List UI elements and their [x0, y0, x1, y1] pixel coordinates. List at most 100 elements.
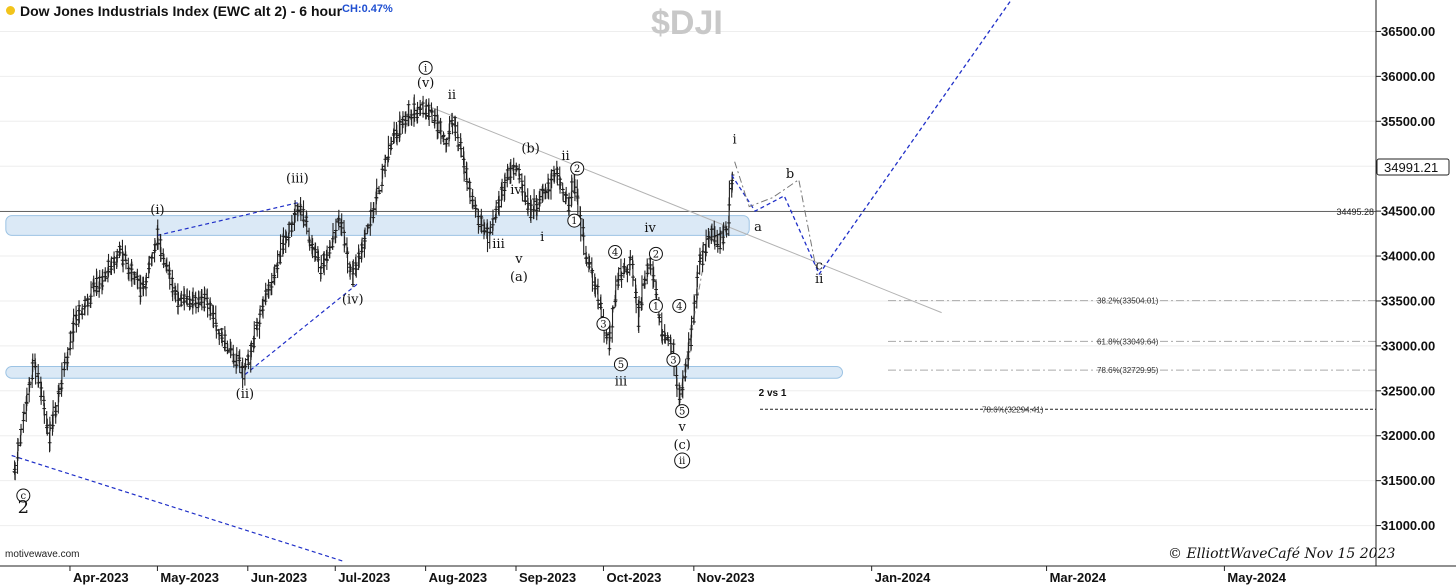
wave-label-text: 1	[653, 301, 659, 312]
wave-label-circled: 5	[613, 357, 628, 372]
ohlc-bar	[570, 177, 575, 192]
wave-label: b	[786, 167, 794, 182]
ohlc-bar	[48, 421, 53, 432]
ohlc-bar	[415, 101, 420, 124]
wave-label-circle	[613, 357, 628, 372]
price-axis-label: 31000.00	[1381, 518, 1435, 533]
wave-label: iv	[510, 183, 522, 198]
wave-label: iii	[615, 374, 627, 389]
time-axis-label: Sep-2023	[519, 570, 576, 585]
ohlc-bar	[508, 159, 513, 184]
time-axis-label: May-2023	[160, 570, 219, 585]
ohlc-bar	[74, 310, 79, 333]
chart-header: Dow Jones Industrials Index (EWC alt 2) …	[6, 3, 393, 19]
support-zone	[5, 366, 844, 379]
ohlc-bar	[269, 272, 274, 296]
change-percent: CH:0.47%	[342, 3, 393, 15]
wave-projection-path	[731, 0, 1012, 276]
ohlc-bar	[351, 259, 356, 275]
ohlc-bar	[342, 236, 347, 248]
wave-label-circle	[648, 246, 663, 261]
time-axis-label: Jan-2024	[875, 570, 931, 585]
wave-label-circle	[648, 298, 663, 313]
wave-label: (v)	[417, 76, 435, 91]
time-axis-label: Jul-2023	[338, 570, 390, 585]
wave-label-circle	[596, 316, 611, 331]
price-axis-label: 35500.00	[1381, 114, 1435, 129]
wave-label: (iv)	[342, 293, 364, 308]
wave-label: 2	[18, 497, 29, 518]
support-zone	[5, 215, 750, 236]
wave-label: (i)	[150, 203, 164, 218]
alt-wave-path	[734, 161, 817, 270]
trend-line	[11, 454, 345, 563]
ohlc-bar	[537, 188, 542, 207]
fib-level-label: 78.6%(32729.95)	[1097, 366, 1159, 375]
ohlc-bar	[261, 296, 266, 319]
wave-label-circle	[666, 352, 681, 367]
wave-label: i	[733, 133, 737, 148]
price-line-label: 34495.28	[1336, 207, 1374, 217]
ohlc-bar	[42, 403, 47, 424]
ohlc-bar	[605, 332, 610, 341]
wave-label-circle	[567, 213, 582, 228]
wave-label-circled: c	[16, 488, 31, 503]
price-axis-background	[1376, 0, 1456, 585]
fib-level-label: 61.8%(33049.64)	[1097, 337, 1159, 346]
time-axis-label: Aug-2023	[429, 570, 488, 585]
wave-label-text: 4	[676, 301, 682, 312]
wave-label: v	[677, 420, 686, 435]
wave-label-circle	[16, 488, 31, 503]
ohlc-bar	[392, 121, 397, 144]
time-axis-label: Mar-2024	[1050, 570, 1107, 585]
wave-label: 2 vs 1	[759, 388, 787, 399]
time-axis-label: May-2024	[1227, 570, 1286, 585]
wave-label: (b)	[521, 142, 539, 157]
trend-line	[244, 282, 359, 376]
ohlc-bar	[44, 411, 49, 435]
wave-label: (iii)	[286, 171, 309, 186]
ohlc-bar	[549, 169, 554, 189]
wave-label-circle	[418, 60, 433, 75]
wave-label-circled: 2	[648, 246, 663, 261]
ohlc-bar	[730, 171, 735, 191]
ohlc-bar	[144, 272, 149, 286]
ohlc-bar	[106, 253, 111, 277]
wave-label: ii	[448, 88, 456, 103]
price-axis-label: 33500.00	[1381, 293, 1435, 308]
wave-label-circle	[674, 452, 691, 469]
last-price-label: 34991.21	[1384, 160, 1438, 175]
ohlc-bar	[386, 135, 391, 163]
ohlc-bar	[657, 314, 662, 323]
ohlc-bar	[56, 382, 61, 397]
ohlc-bar	[196, 291, 201, 308]
price-axis-label: 32000.00	[1381, 428, 1435, 443]
wave-label-circled: 1	[567, 213, 582, 228]
wave-label: (c)	[673, 438, 690, 453]
status-dot-icon	[6, 6, 15, 15]
wave-label: i	[540, 230, 544, 245]
wave-label: ii	[561, 149, 569, 164]
ohlc-bar	[593, 276, 598, 298]
ohlc-bar	[158, 247, 163, 262]
wave-label-circled: 4	[672, 298, 687, 313]
symbol-watermark: $DJI	[651, 4, 723, 42]
wave-label-text: 5	[679, 407, 685, 418]
ohlc-bar	[497, 195, 502, 217]
ohlc-bar	[255, 318, 260, 337]
time-axis-label: Nov-2023	[697, 570, 755, 585]
wave-label-text: 5	[618, 360, 624, 371]
time-axis-label: Jun-2023	[251, 570, 307, 585]
copyright-label: © ElliottWaveCafé Nov 15 2023	[1168, 546, 1396, 562]
ohlc-bar	[529, 199, 534, 217]
last-price-box	[1376, 158, 1450, 176]
ohlc-bar	[354, 263, 359, 278]
price-axis-label: 36500.00	[1381, 24, 1435, 39]
wave-label-text: 2	[574, 164, 580, 175]
wave-label-circled: 5	[675, 404, 690, 419]
price-axis-label: 36000.00	[1381, 69, 1435, 84]
price-axis-label: 34500.00	[1381, 204, 1435, 219]
ohlc-bar	[182, 288, 187, 311]
